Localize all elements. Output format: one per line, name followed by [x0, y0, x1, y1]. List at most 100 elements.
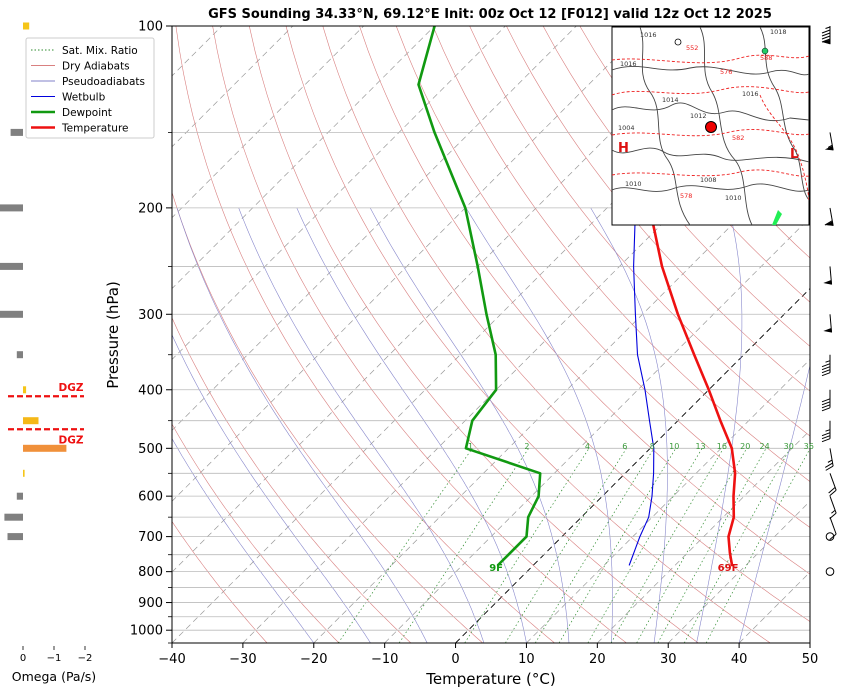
isobar-gridlines [172, 26, 810, 643]
omega-bar [23, 417, 39, 425]
mixing-ratio-line [657, 448, 767, 643]
map-border [612, 66, 809, 76]
pseudoadiabat-line [238, 207, 485, 643]
x-tick-label: −40 [158, 652, 185, 667]
y-axis-ticks: 100 200 300 400 500 600 700 800 900 1000 [130, 20, 172, 644]
mixing-ratio-label: 30 [784, 442, 794, 451]
mixing-ratio-label: 16 [717, 442, 727, 451]
wind-barb [828, 473, 837, 497]
dry-adiabat-line [837, 26, 855, 643]
omega-tick-label: 0 [20, 653, 26, 664]
dgz-label: DGZ [59, 434, 84, 446]
omega-bar [16, 492, 23, 500]
mixing-ratio-line [338, 448, 473, 643]
mixing-ratio-line [534, 448, 655, 643]
map-isobar-label: 1016 [742, 90, 759, 98]
mixing-ratio-label: 2 [524, 442, 529, 451]
map-isobar-label: 588 [760, 54, 772, 62]
dgz-label: DGZ [59, 382, 84, 394]
mixing-ratio-line [558, 448, 677, 643]
map-isobar-label: 1012 [690, 112, 707, 120]
legend-entry: Dewpoint [62, 107, 112, 119]
isotherm-line [809, 642, 810, 643]
dry-adiabat-line [172, 191, 483, 643]
mixing-ratio-line [398, 448, 529, 643]
dry-adiabat-line [285, 26, 771, 643]
pseudoadiabat-line [465, 207, 613, 643]
dry-adiabat-line [172, 423, 340, 643]
legend-entry: Sat. Mix. Ratio [62, 45, 138, 57]
map-thickness-line [612, 86, 809, 96]
x-tick-label: −30 [229, 652, 256, 667]
wind-barb [829, 496, 837, 520]
map-isobar-label: 1016 [620, 60, 637, 68]
dry-adiabat-line [359, 26, 810, 575]
y-tick-label: 400 [138, 383, 163, 398]
dry-adiabat-line [175, 26, 555, 643]
x-axis-label: Temperature (°C) [425, 670, 555, 688]
mixing-ratio-label: 8 [650, 442, 655, 451]
omega-bar [23, 469, 25, 477]
map-isobar-label: 1004 [618, 124, 635, 132]
dry-adiabat-line [322, 26, 810, 622]
omega-bar [7, 533, 23, 541]
pseudoadiabat-line [738, 364, 810, 643]
omega-bar [23, 444, 67, 452]
x-tick-label: 0 [451, 652, 459, 667]
pseudoadiabat-line [590, 207, 668, 643]
wind-barb [823, 314, 833, 333]
legend-box [25, 37, 155, 139]
omega-bar [0, 204, 23, 212]
surface-annotations: 69F 9F [489, 563, 738, 574]
map-border [612, 183, 809, 192]
isotherm-line [242, 75, 810, 643]
map-precip-marker [761, 47, 769, 55]
map-isobar-label: 582 [732, 134, 744, 142]
map-isobar-label: 1010 [625, 180, 642, 188]
isotherm-line [526, 358, 810, 643]
mixing-ratio-label: 6 [622, 442, 627, 451]
map-isobar-label: 1014 [662, 96, 679, 104]
x-tick-label: 20 [589, 652, 606, 667]
isotherm-line [597, 429, 810, 643]
isotherm-line [172, 26, 719, 573]
mixing-ratio-line [610, 448, 724, 643]
omega-bar [4, 513, 24, 521]
pseudoadiabat-line [369, 207, 570, 643]
surface-temp-label: 69F [718, 563, 739, 574]
dry-adiabat-line [249, 26, 699, 643]
mixing-ratio-line [705, 448, 810, 643]
legend-entry: Wetbulb [62, 92, 106, 104]
map-thickness-line [612, 54, 809, 64]
pseudoadiabat-line [172, 334, 371, 643]
map-high-marker: H [618, 141, 629, 156]
mixing-ratio-label: 1 [468, 442, 473, 451]
y-tick-label: 700 [138, 530, 163, 545]
surface-dewpoint-label: 9F [489, 563, 503, 574]
omega-bar [0, 262, 23, 270]
map-station-marker [674, 38, 682, 46]
pseudoadiabat-line [172, 438, 315, 643]
map-isobar-label: 1010 [725, 194, 742, 202]
map-border [639, 27, 691, 225]
map-border [699, 27, 753, 225]
x-tick-label: 40 [731, 652, 748, 667]
wind-barb [825, 532, 835, 541]
dry-adiabat-line [579, 26, 810, 303]
dry-adiabat-line [172, 520, 268, 643]
legend-entry: Pseudoadiabats [62, 76, 145, 88]
omega-bar [23, 386, 27, 394]
wind-barb [824, 207, 834, 226]
pseudoadiabat-line [296, 207, 527, 643]
isotherm-line [667, 500, 810, 643]
dry-adiabat-line [469, 26, 810, 437]
plot-frame [171, 25, 811, 644]
isotherm-line [313, 146, 810, 643]
dry-adiabat-line [542, 26, 810, 347]
omega-tick-label: −2 [78, 653, 93, 664]
inset-map-content: 1016 1018 1016 1014 1012 1010 1008 1010 1004 1016… [612, 27, 809, 225]
sounding-location-marker [705, 121, 717, 133]
map-low-marker: L [790, 147, 798, 162]
y-tick-label: 200 [138, 201, 163, 216]
